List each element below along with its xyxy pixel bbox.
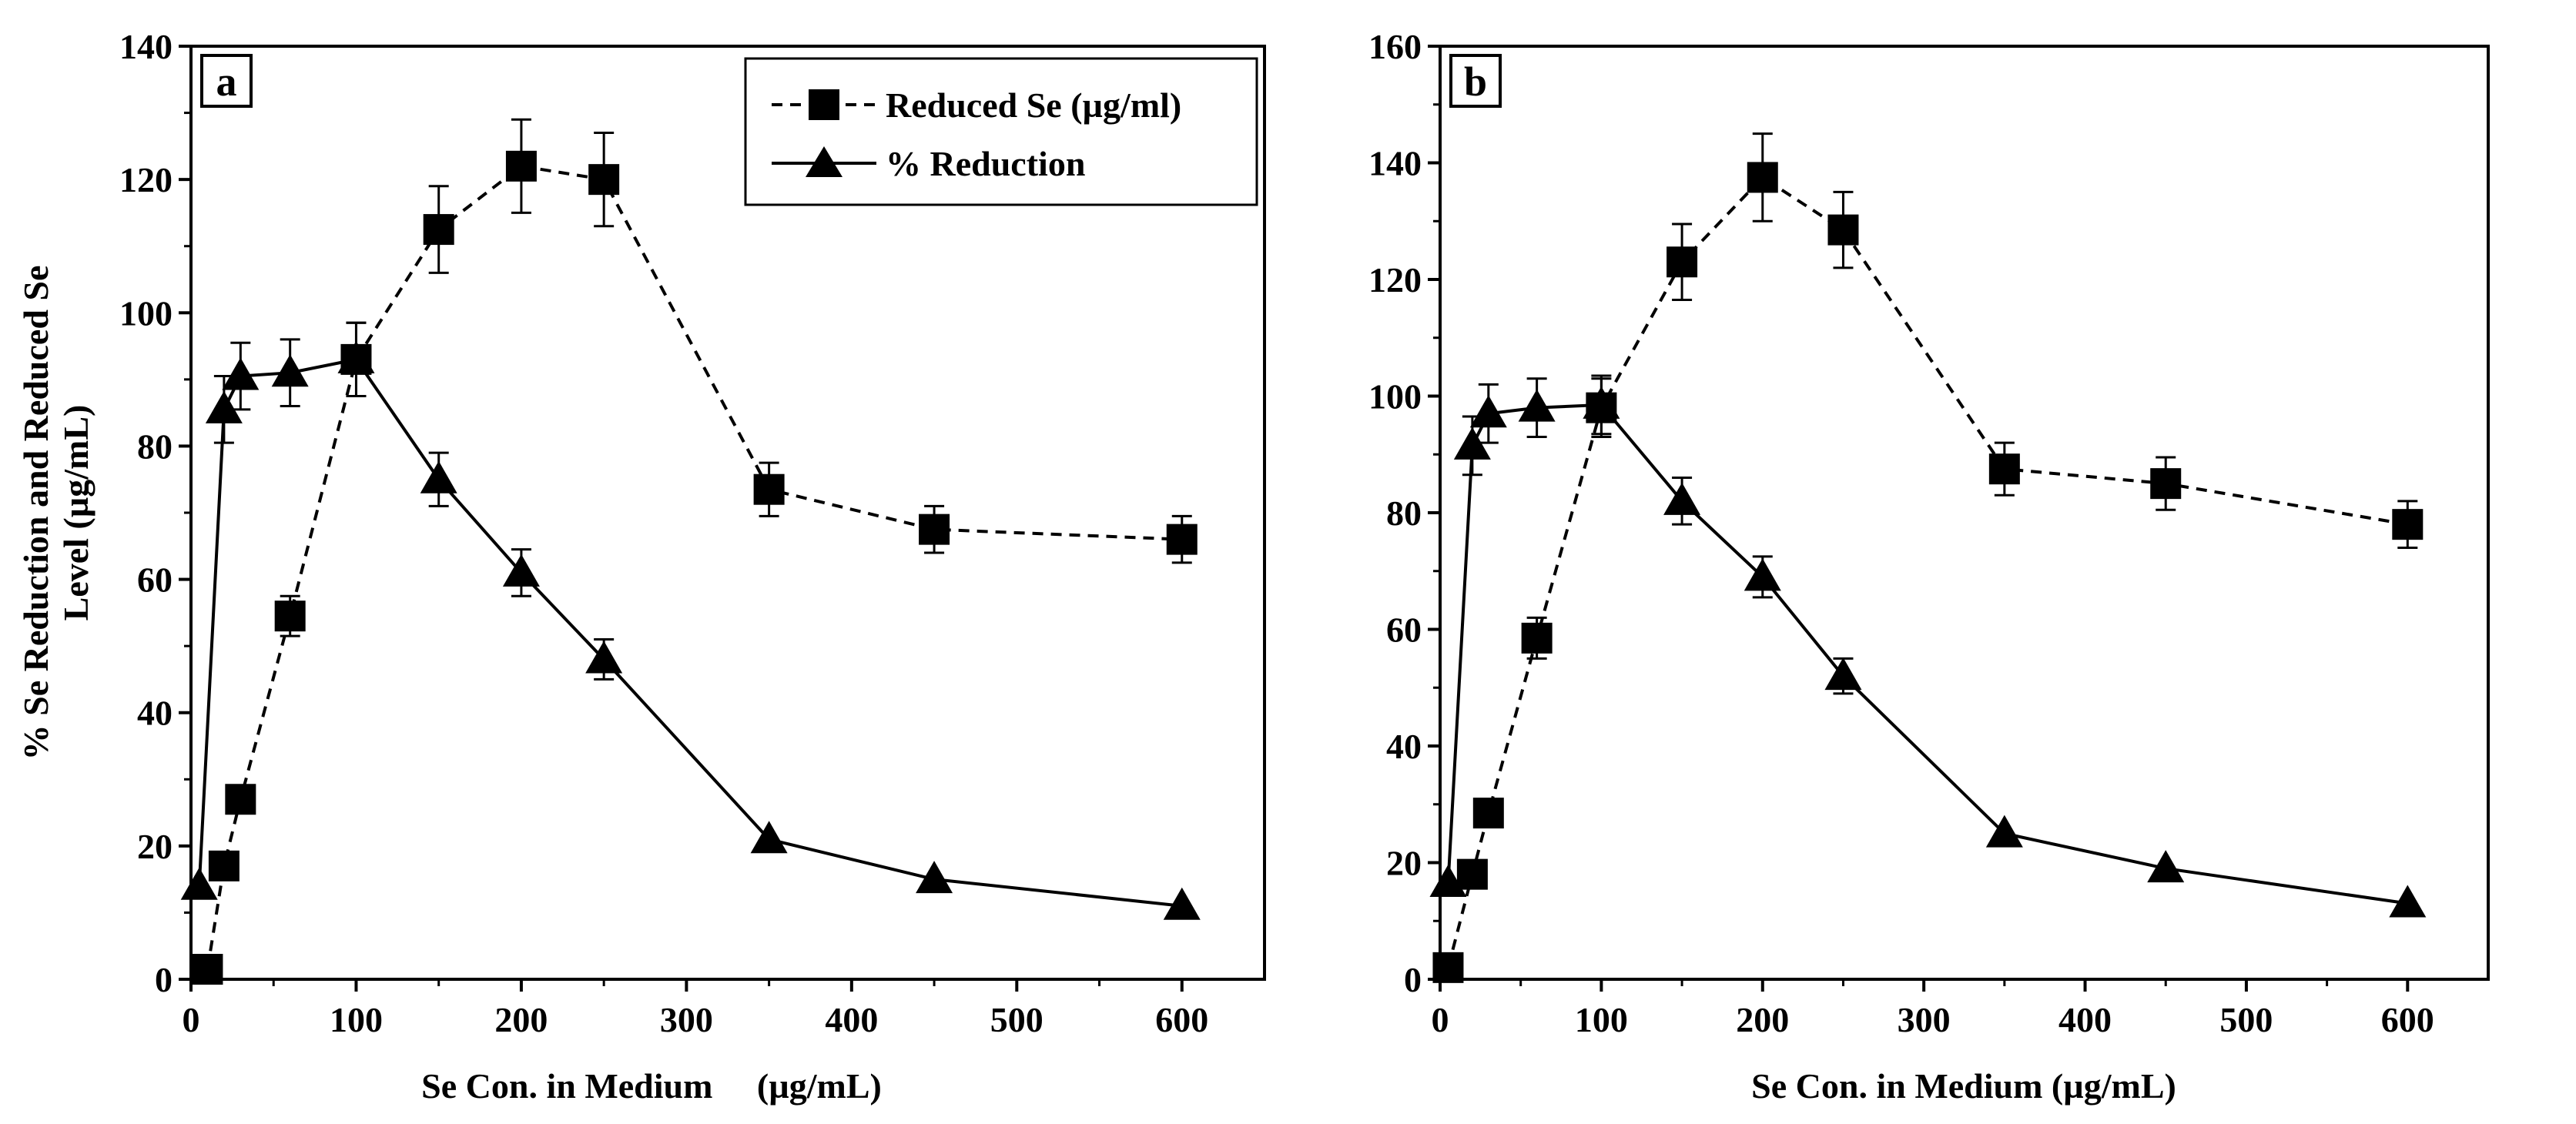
legend-box (744, 57, 1258, 206)
panel-b-marks: 0 100 200 300 400 500 600 0 20 40 60 80 100 120 140 160 (1368, 27, 2434, 1039)
panel-a-x-tick-label: 200 (494, 1000, 548, 1039)
panel-b-y-tick-label: 60 (1386, 611, 1422, 650)
panel-b-reduction-point (1663, 482, 1701, 515)
panel-a-y-tick-label: 40 (137, 694, 173, 733)
panel-b-x-tick-label: 200 (1736, 1000, 1789, 1039)
panel-a-y-tick-label: 80 (137, 427, 173, 466)
panel-a-y-tick-label: 100 (119, 293, 173, 333)
panel-a-reduction-point (337, 340, 375, 373)
panel-a-reduced-se-point (588, 164, 620, 196)
panel-a-reduction-point (502, 554, 540, 587)
panel-a-reduced-se-point (505, 150, 537, 182)
panel-b-reduced-se-point (1432, 952, 1464, 983)
panel-a-x-tick-label: 300 (660, 1000, 713, 1039)
panel-b-reduced-se-point (1988, 453, 2020, 485)
panel-b-reduced-se-point (1827, 214, 1859, 246)
panel-a-reduced-se-series-line (206, 164, 1182, 970)
panel-a-x-tick-label: 400 (825, 1000, 878, 1039)
panel-b-reduced-se-point (1521, 622, 1553, 654)
panel-a-y-tick-label: 120 (119, 160, 173, 199)
panel-b-x-tick-label: 600 (2381, 1000, 2434, 1039)
panel-b-tag-box (1449, 54, 1502, 108)
panel-b-y-tick-label: 0 (1404, 960, 1422, 999)
panel-a-reduced-se-point (274, 600, 306, 632)
panel-a-reduction-point (750, 821, 788, 854)
panel-a-reduced-se-point (192, 954, 223, 985)
panel-b-y-tick-label: 140 (1368, 144, 1422, 183)
panel-b-reduction-point (1824, 657, 1862, 691)
panel-b-reduced-se-point (1456, 858, 1488, 890)
panel-a-tag-box (200, 54, 253, 108)
panel-b-y-tick-label: 20 (1386, 844, 1422, 883)
panel-b-reduction-point (1518, 389, 1556, 422)
panel-a-x-tick-label: 600 (1155, 1000, 1208, 1039)
panel-b-reduced-se-series-line (1446, 175, 2408, 968)
panel-b-y-tick-label: 120 (1368, 260, 1422, 299)
panel-b-reduced-se-point (1472, 798, 1504, 829)
panel-a-marks: 0 100 200 300 400 500 600 0 20 40 60 80 100 120 140 (119, 27, 1208, 1039)
panel-a-tag: a (216, 59, 237, 105)
panel-a-reduction-point (222, 357, 260, 390)
panel-b-reduction-point (1985, 815, 2023, 848)
panel-a-reduced-se-point (1166, 524, 1198, 555)
panel-b-reduction-point (1429, 865, 1467, 898)
panel-b-x-tick-label: 300 (1898, 1000, 1951, 1039)
panel-b-reduction-point (1583, 386, 1620, 419)
legend-reduction-label: % Reduction (886, 144, 1085, 183)
panel-a-reduction-point (916, 861, 953, 894)
panel-b-reduction-point (2389, 885, 2427, 918)
panel-a-x-tick-label: 0 (183, 1000, 200, 1039)
panel-b-reduced-se-point (1747, 162, 1778, 193)
panel-b-x-tick-label: 0 (1432, 1000, 1449, 1039)
panel-b-reduction-point (1744, 558, 1781, 591)
panel-a-reduced-se-point (919, 513, 950, 545)
panel-b-x-tick-label: 100 (1575, 1000, 1628, 1039)
panel-b-reduction-point (1453, 427, 1491, 460)
panel-a-reduced-se-point (423, 214, 454, 246)
panel-a-reduction-point (180, 867, 218, 900)
panel-a-reduction-point (1163, 887, 1201, 920)
legend: Reduced Se (µg/ml) % Reduction (744, 57, 1258, 206)
panel-b-x-axis-label: Se Con. in Medium (µg/mL) (1751, 1066, 2176, 1106)
panel-a-reduced-se-point (208, 850, 240, 881)
panel-a-reduction-point (205, 390, 243, 423)
panel-a-x-axis-label: Se Con. in Medium (µg/mL) (421, 1066, 882, 1106)
panel-b-x-tick-label: 400 (2058, 1000, 2112, 1039)
panel-a-x-tick-label: 100 (330, 1000, 383, 1039)
panel-b-y-tick-label: 160 (1368, 27, 1422, 66)
legend-reduced-se-label: Reduced Se (µg/ml) (886, 85, 1181, 125)
panel-b-reduced-se-point (1667, 246, 1698, 278)
panel-a-reduction-point (585, 641, 623, 674)
legend-reduction-marker (806, 146, 842, 177)
panel-b-y-tick-label: 80 (1386, 493, 1422, 533)
y-axis-label-line2: Level (µg/mL) (56, 405, 95, 621)
panel-a-y-tick-label: 0 (155, 960, 173, 999)
panel-a-reduction-point (271, 354, 309, 387)
panel-b-reduced-se-point (2150, 468, 2182, 500)
panel-a-x-tick-label: 500 (990, 1000, 1043, 1039)
panel-b-y-tick-label: 100 (1368, 377, 1422, 416)
panel-a-y-tick-label: 140 (119, 27, 173, 66)
panel-b-reduced-se-point (2392, 509, 2424, 540)
panel-a-reduced-se-point (753, 473, 785, 505)
panel-b-reduction-series-line (1446, 403, 2408, 905)
panel-a-reduced-se-point (225, 784, 256, 815)
panel-a-y-tick-label: 20 (137, 827, 173, 866)
y-axis-label-line1: % Se Reduction and Reduced Se (16, 266, 55, 761)
panel-b-y-tick-label: 40 (1386, 727, 1422, 766)
panel-b-reduction-point (1469, 395, 1507, 428)
panel-a-reduction-point (420, 460, 457, 493)
legend-reduced-se-marker (809, 89, 839, 120)
panel-b-reduction-point (2147, 850, 2185, 883)
panel-a-reduction-series-line (197, 357, 1182, 908)
panel-a-y-tick-label: 60 (137, 560, 173, 600)
panel-b-x-tick-label: 500 (2219, 1000, 2273, 1039)
panel-b-tag: b (1464, 59, 1487, 105)
